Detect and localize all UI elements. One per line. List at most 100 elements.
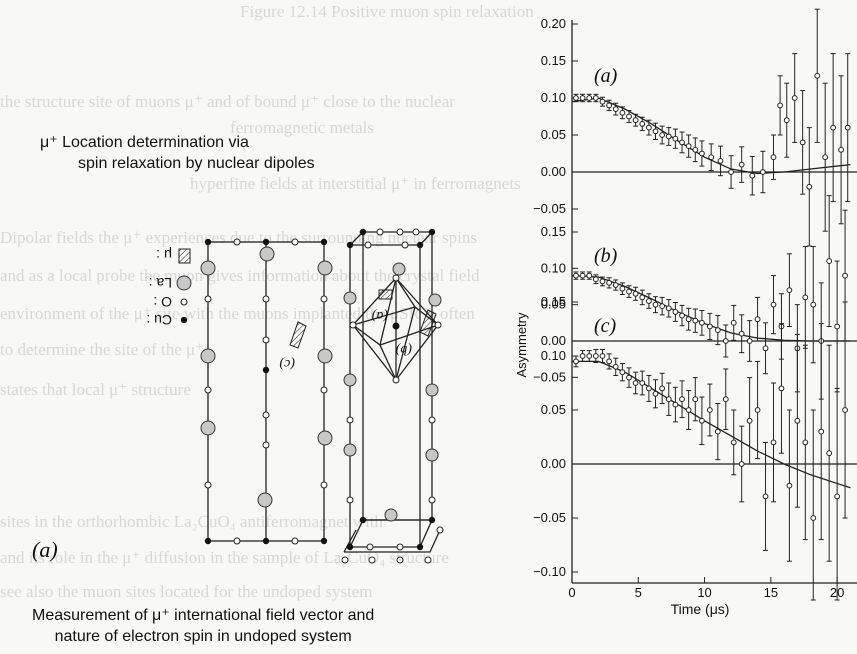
data-point (770, 154, 777, 161)
data-point (842, 407, 848, 413)
cu-atom (346, 241, 354, 249)
ghost-text-line: states that local μ⁺ structure (0, 380, 191, 399)
data-point (579, 353, 586, 359)
data-point (672, 135, 679, 142)
ghost-text-line: and as a local probe the muon gives info… (0, 266, 480, 285)
legend-label-la: La : (149, 275, 172, 291)
annotation-bottom-line1: Measurement of μ⁺ international field ve… (32, 607, 375, 624)
la-atom (343, 291, 357, 305)
o-atom (349, 321, 357, 329)
data-point (639, 380, 646, 386)
o-atom (401, 241, 409, 249)
data-point (777, 102, 784, 109)
data-point (802, 439, 809, 446)
data-point (699, 417, 705, 424)
data-point (679, 312, 685, 319)
legend: μ : La : O : Cu : (146, 247, 192, 328)
data-point (679, 139, 685, 146)
o-atom (341, 556, 349, 564)
la-atom (343, 443, 357, 457)
data-point (632, 117, 639, 124)
o-atom (346, 496, 354, 504)
data-point (592, 276, 599, 283)
la-atom (343, 373, 357, 387)
y-tick-label: 0.10 (541, 260, 566, 275)
o-atom (368, 556, 376, 564)
data-point (783, 117, 790, 124)
o-atom (412, 228, 420, 236)
panel-label: (c) (594, 315, 617, 337)
data-point (606, 102, 613, 109)
data-point (692, 317, 699, 324)
la-atoms (200, 246, 442, 522)
muon-sites (289, 289, 437, 349)
ghost-text-line: Dipolar fields the μ⁺ experiences due to… (0, 228, 477, 247)
o-atom (262, 411, 270, 419)
site-label-a: (a) (371, 308, 388, 323)
legend-label-mu: μ : (156, 247, 172, 263)
cu-atom (346, 543, 354, 551)
cu-atom (262, 238, 270, 246)
data-point (612, 363, 619, 370)
o-atom (262, 441, 270, 449)
la-atom (384, 508, 398, 522)
data-point (834, 323, 841, 330)
data-point (659, 385, 666, 392)
data-point (842, 272, 848, 279)
data-point (645, 298, 652, 304)
cu-atom (359, 228, 367, 236)
data-point (762, 345, 769, 352)
data-point (619, 109, 626, 116)
y-tick-label: 0.15 (541, 53, 566, 68)
data-point (652, 128, 659, 135)
y-tick-label: −0.10 (533, 564, 566, 579)
o-atom (396, 228, 404, 236)
data-point (754, 407, 761, 413)
data-point (599, 98, 606, 105)
data-point (579, 95, 586, 101)
ghost-text-line: the structure site of muons μ⁺ and of bo… (0, 92, 455, 111)
y-tick-label: 0.05 (541, 297, 566, 312)
data-point (814, 72, 821, 79)
fit-curve (572, 360, 851, 489)
y-tick-label: −0.05 (533, 510, 566, 525)
data-point (834, 493, 841, 500)
o-atom (204, 295, 212, 303)
la-atom (200, 260, 216, 276)
data-point (586, 95, 593, 101)
panel-b: 0.15 0.10 0.05 0.00 −0.05 (b) (533, 195, 857, 400)
o-atom (436, 526, 444, 534)
cu-atom (204, 238, 212, 246)
data-point (632, 290, 639, 297)
data-point (659, 303, 666, 310)
y-tick-label: 0.05 (541, 127, 566, 142)
panel-c: 0.15 0.10 0.05 0.00 −0.05 −0.10 (c) (533, 294, 857, 601)
data-point (728, 169, 734, 175)
data-point (665, 305, 672, 312)
la-atom (317, 260, 333, 276)
data-point (699, 150, 705, 157)
cu-atom (204, 537, 212, 545)
data-point (762, 493, 769, 500)
data-point (759, 169, 766, 175)
data-point (652, 301, 659, 308)
y-tick-label: 0.00 (541, 333, 566, 348)
data-point (679, 396, 685, 403)
data-point (806, 183, 813, 190)
y-tick-label: 0.15 (541, 294, 566, 309)
data-point (652, 390, 659, 397)
data-point (830, 124, 837, 131)
data-point (659, 132, 666, 138)
annotation-top-line1: μ⁺ Location determination via (40, 134, 249, 151)
cu-atom (392, 322, 400, 330)
data-point (573, 95, 579, 101)
data-point (606, 358, 613, 365)
data-point (791, 95, 798, 101)
data-point (717, 158, 724, 164)
data-point (612, 282, 619, 288)
la-atom (259, 246, 275, 262)
annotation-bottom: Measurement of μ⁺ international field ve… (32, 605, 374, 647)
data-point (626, 374, 632, 381)
cu-atom (428, 516, 436, 524)
